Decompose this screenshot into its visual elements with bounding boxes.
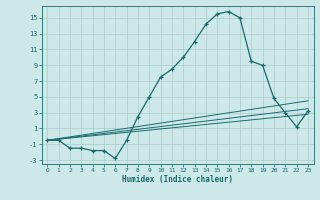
X-axis label: Humidex (Indice chaleur): Humidex (Indice chaleur) (122, 175, 233, 184)
